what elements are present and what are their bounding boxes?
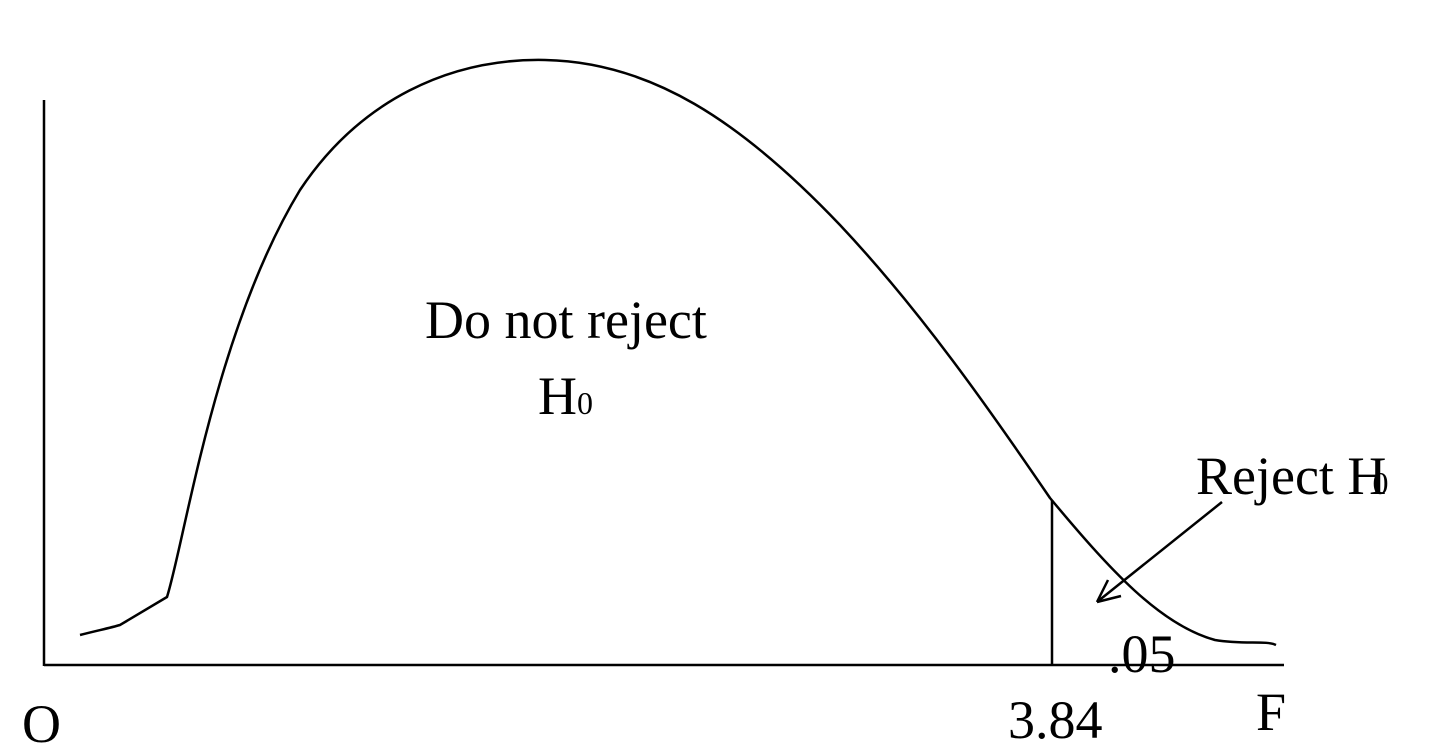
reject-label: Reject H0	[1196, 446, 1388, 506]
accept-label: Do not reject	[425, 290, 707, 350]
density-curve	[79, 58, 1277, 647]
reject-subscript: 0	[1372, 465, 1388, 501]
hypothesis-symbol: H	[538, 366, 577, 426]
axis-label: F	[1256, 682, 1286, 742]
reject-text: Reject H	[1196, 446, 1386, 506]
alpha-label: .05	[1108, 624, 1176, 684]
critical-value-label: 3.84	[1008, 690, 1103, 750]
hypothesis-subscript: 0	[577, 385, 593, 421]
origin-label: O	[22, 694, 61, 754]
arrow-head	[1095, 579, 1122, 604]
accept-hypothesis: H0	[538, 366, 593, 426]
arrow-shaft	[1096, 501, 1223, 603]
